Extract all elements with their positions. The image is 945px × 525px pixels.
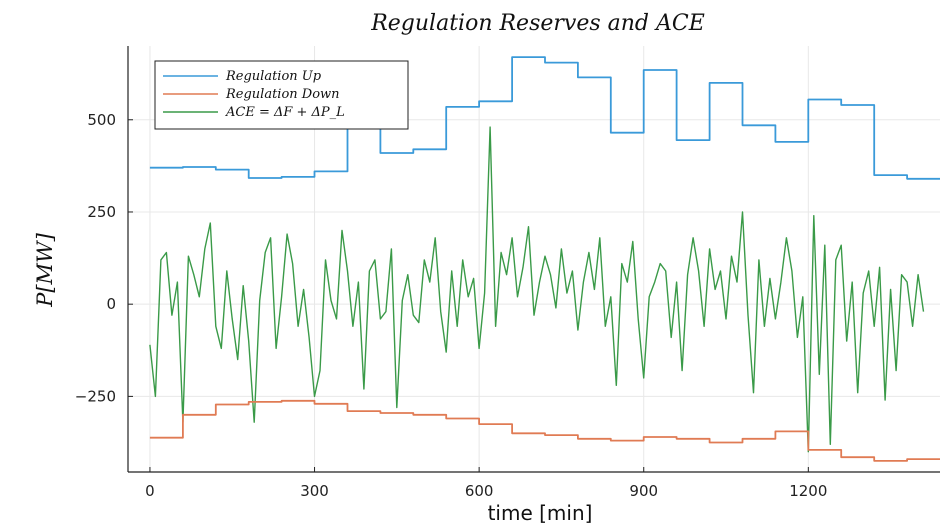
y-tick-label: −250 (75, 387, 116, 405)
x-axis-label: time [min] (488, 501, 593, 525)
y-tick-label: 500 (87, 111, 116, 129)
x-tick-label: 1200 (789, 482, 827, 500)
x-tick-label: 300 (300, 482, 329, 500)
y-tick-label: 250 (87, 203, 116, 221)
legend: Regulation Up Regulation Down ACE = ΔF +… (154, 60, 409, 130)
chart-title: Regulation Reserves and ACE (370, 11, 705, 36)
y-axis-label: P[MW] (33, 232, 57, 307)
legend-entry-ace: ACE = ΔF + ΔP_L (225, 105, 345, 120)
series-layer (149, 56, 940, 462)
axes (127, 46, 940, 473)
x-tick-label: 900 (629, 482, 658, 500)
ticks: 0 300 600 900 1200 −250 0 250 500 (75, 111, 828, 500)
series-line-ace (149, 126, 925, 453)
y-tick-label: 0 (106, 295, 116, 313)
legend-entry-regulation-up: Regulation Up (225, 69, 322, 84)
legend-box (154, 60, 409, 130)
x-tick-label: 0 (145, 482, 155, 500)
legend-entry-regulation-down: Regulation Down (225, 87, 340, 102)
series-line-regulation-up (149, 56, 940, 180)
series-line-regulation-down (149, 399, 940, 462)
x-tick-label: 600 (465, 482, 494, 500)
